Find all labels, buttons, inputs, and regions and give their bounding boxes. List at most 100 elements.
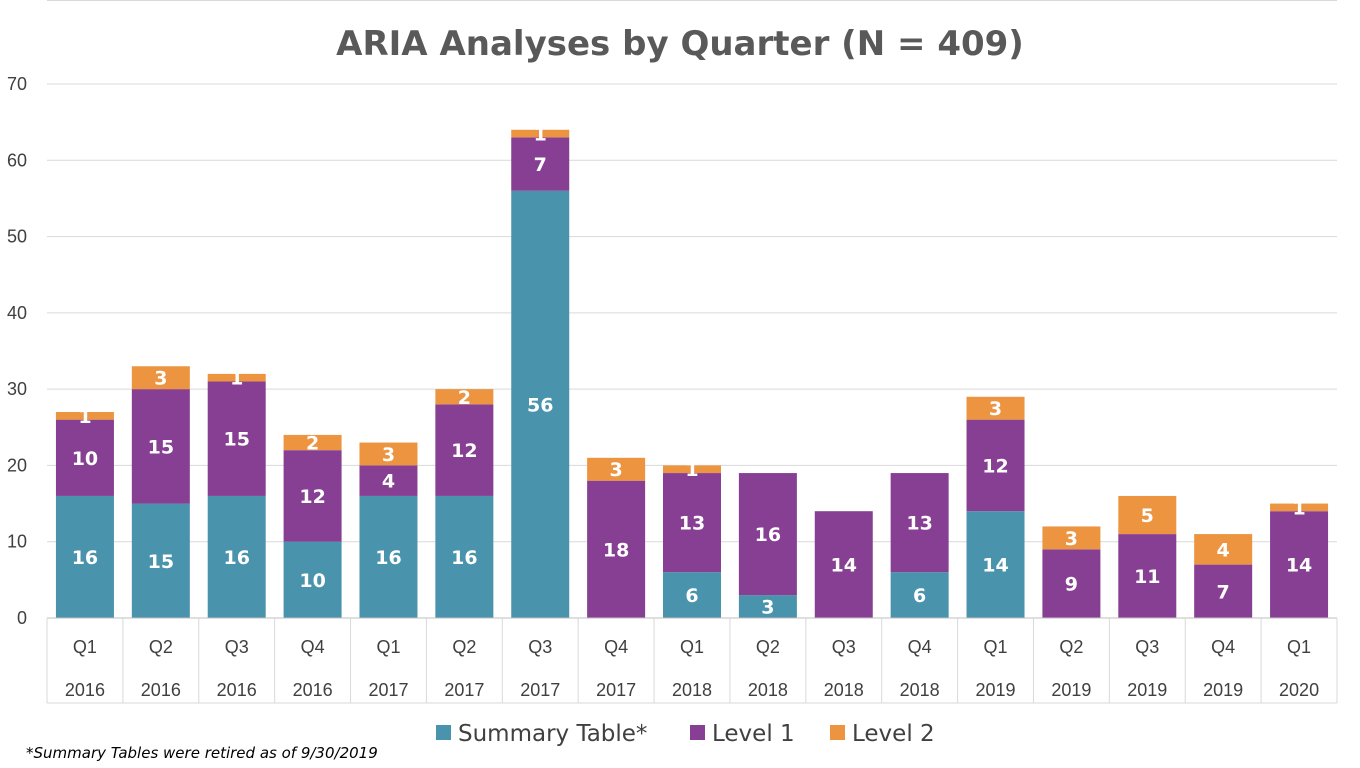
bar-segment-3 <box>359 442 418 466</box>
x-tick-year: 2018 <box>900 680 940 700</box>
bar-segment-1 <box>890 572 949 618</box>
legend-label: Level 1 <box>712 721 795 747</box>
data-label: 56 <box>527 394 553 416</box>
data-label: 15 <box>148 436 174 458</box>
bar-segment-3 <box>511 129 570 138</box>
x-tick-quarter: Q3 <box>528 637 552 657</box>
chart-title: ARIA Analyses by Quarter (N = 409) <box>336 24 1024 64</box>
bar-segment-3 <box>663 465 721 474</box>
axes: 0 10 20 30 40 50 60 70 Q1 2016 Q2 2016 Q3 2016 Q4 2016 Q… <box>7 74 1338 704</box>
bar-segment-2 <box>814 511 873 618</box>
bar-segment-1 <box>511 190 570 619</box>
bar-segment-3 <box>131 366 190 390</box>
x-tick-year: 2018 <box>824 680 864 700</box>
bar-segment-2 <box>359 465 418 496</box>
x-tick-quarter: Q2 <box>149 637 173 657</box>
data-label: 6 <box>685 585 698 607</box>
bar-segment-2 <box>738 473 797 596</box>
data-label: 3 <box>761 597 774 619</box>
legend-label: Summary Table* <box>458 721 647 747</box>
data-label: 2 <box>458 387 471 409</box>
data-label: 1 <box>534 124 547 146</box>
bar-segment-2 <box>1194 564 1253 618</box>
y-tick-label: 60 <box>7 150 27 170</box>
bar-segment-2 <box>131 389 190 504</box>
data-label: 16 <box>375 547 401 569</box>
data-label: 16 <box>72 547 98 569</box>
y-tick-label: 30 <box>7 379 27 399</box>
bar-segment-2 <box>890 473 949 573</box>
bar-segment-1 <box>359 495 418 618</box>
data-label: 13 <box>906 513 932 535</box>
x-tick-quarter: Q2 <box>1059 637 1083 657</box>
legend-swatch <box>436 725 451 740</box>
x-tick-quarter: Q3 <box>832 637 856 657</box>
data-label: 14 <box>982 555 1008 577</box>
bar-segment-3 <box>435 389 494 405</box>
x-tick-year: 2020 <box>1279 680 1319 700</box>
data-label: 14 <box>1286 555 1312 577</box>
data-label: 4 <box>382 471 395 493</box>
data-label: 16 <box>755 524 781 546</box>
y-tick-label: 20 <box>7 455 27 475</box>
data-label: 15 <box>148 551 174 573</box>
bar-segment-3 <box>1118 495 1177 535</box>
x-tick-quarter: Q1 <box>984 637 1008 657</box>
bar-segment-1 <box>207 495 266 618</box>
x-tick-quarter: Q1 <box>73 637 97 657</box>
data-label: 10 <box>299 570 325 592</box>
x-tick-quarter: Q1 <box>1287 637 1311 657</box>
bar-segment-3 <box>207 373 266 382</box>
x-tick-quarter: Q3 <box>225 637 249 657</box>
data-label: 1 <box>230 368 243 390</box>
bar-segment-2 <box>283 450 342 542</box>
y-tick-label: 10 <box>7 532 27 552</box>
bar-segment-1 <box>435 495 494 618</box>
x-tick-year: 2018 <box>748 680 788 700</box>
bar-segment-2 <box>55 419 114 496</box>
x-tick-quarter: Q1 <box>680 637 704 657</box>
data-label: 12 <box>299 486 325 508</box>
bar-segment-3 <box>55 412 114 420</box>
y-tick-label: 40 <box>7 303 27 323</box>
footnote: *Summary Tables were retired as of 9/30/… <box>26 744 378 762</box>
data-label: 16 <box>223 547 249 569</box>
x-tick-quarter: Q2 <box>756 637 780 657</box>
bar-segment-2 <box>966 419 1025 512</box>
data-label: 3 <box>154 368 167 390</box>
bar-segment-2 <box>1270 511 1329 618</box>
legend: Summary Table* Level 1 Level 2 <box>436 721 935 747</box>
x-tick-quarter: Q1 <box>376 637 400 657</box>
x-tick-year: 2017 <box>368 680 408 700</box>
x-tick-year: 2016 <box>217 680 257 700</box>
bar-segment-3 <box>587 457 646 481</box>
bar-segment-1 <box>738 595 797 618</box>
data-label: 12 <box>982 455 1008 477</box>
bar-segment-1 <box>131 503 190 618</box>
x-tick-year: 2017 <box>520 680 560 700</box>
x-tick-quarter: Q4 <box>301 637 325 657</box>
x-tick-quarter: Q2 <box>452 637 476 657</box>
bar-segment-3 <box>1270 503 1329 512</box>
data-label: 1 <box>78 406 91 428</box>
bar-segment-2 <box>511 137 570 191</box>
data-label: 16 <box>451 547 477 569</box>
x-tick-quarter: Q4 <box>1211 637 1235 657</box>
data-label: 7 <box>1217 581 1230 603</box>
bar-segment-2 <box>435 404 494 496</box>
data-label: 9 <box>1065 574 1078 596</box>
bar-segment-3 <box>283 434 342 451</box>
data-label: 14 <box>831 555 857 577</box>
bar-segment-1 <box>283 541 342 618</box>
data-label: 1 <box>685 459 698 481</box>
data-label: 3 <box>1065 528 1078 550</box>
x-tick-year: 2016 <box>293 680 333 700</box>
legend-swatch <box>690 725 705 740</box>
legend-swatch <box>830 725 845 740</box>
x-tick-year: 2019 <box>1203 680 1243 700</box>
bar-segment-1 <box>966 511 1025 618</box>
x-tick-year: 2016 <box>141 680 181 700</box>
x-tick-quarter: Q4 <box>908 637 932 657</box>
